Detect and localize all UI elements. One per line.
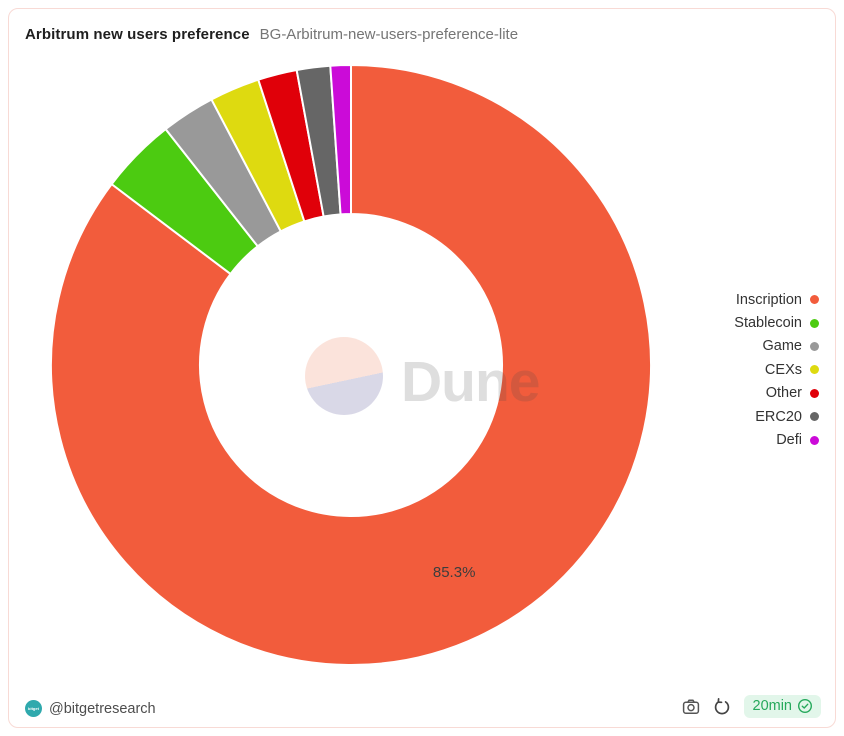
- legend-label: Game: [762, 338, 803, 355]
- dune-embed-card: Arbitrum new users preference BG-Arbitru…: [8, 8, 836, 728]
- chart-header: Arbitrum new users preference BG-Arbitru…: [25, 26, 518, 43]
- legend-color-dot: [810, 435, 819, 445]
- refresh-interval-badge[interactable]: 20min: [743, 695, 821, 718]
- legend-item-erc20[interactable]: ERC20: [734, 405, 819, 428]
- legend-color-dot: [810, 318, 819, 328]
- legend-item-stablecoin[interactable]: Stablecoin: [734, 311, 819, 334]
- footer-actions: 20min: [682, 695, 821, 718]
- legend-color-dot: [810, 412, 819, 422]
- donut-chart[interactable]: 85.3%: [46, 60, 656, 670]
- legend-label: CEXs: [764, 361, 802, 378]
- chart-title[interactable]: Arbitrum new users preference: [25, 26, 250, 43]
- legend-item-game[interactable]: Game: [734, 335, 819, 358]
- legend-item-inscription[interactable]: Inscription: [734, 288, 819, 311]
- legend-item-defi[interactable]: Defi: [734, 428, 819, 451]
- camera-icon: [682, 699, 699, 714]
- verified-check-icon: [797, 698, 813, 714]
- legend-label: Defi: [776, 432, 802, 449]
- legend-color-dot: [810, 388, 819, 398]
- legend-item-other[interactable]: Other: [734, 382, 819, 405]
- legend-label: Stablecoin: [734, 315, 802, 332]
- legend-label: ERC20: [755, 408, 802, 425]
- legend-color-dot: [810, 341, 819, 351]
- refresh-icon: [714, 697, 729, 714]
- legend-label: Inscription: [735, 291, 802, 308]
- chart-legend: Inscription Stablecoin Game CEXs Other ERC20 D…: [734, 288, 819, 452]
- author-handle[interactable]: @bitgetresearch: [49, 700, 156, 717]
- legend-item-cexs[interactable]: CEXs: [734, 358, 819, 381]
- slice-percentage-label: 85.3%: [433, 564, 476, 581]
- query-name[interactable]: BG-Arbitrum-new-users-preference-lite: [259, 26, 519, 43]
- refresh-interval-label: 20min: [752, 698, 793, 714]
- refresh-button[interactable]: [713, 697, 731, 716]
- author-area: bitget @bitgetresearch: [25, 700, 156, 717]
- slice-defi[interactable]: [329, 64, 352, 216]
- slice-inscription[interactable]: [50, 64, 652, 666]
- legend-color-dot: [810, 365, 819, 375]
- screenshot-button[interactable]: [682, 698, 700, 715]
- bitget-avatar[interactable]: bitget: [25, 700, 42, 717]
- legend-label: Other: [765, 385, 802, 402]
- embed-footer: bitget @bitgetresearch 20min: [9, 687, 835, 727]
- legend-color-dot: [810, 295, 819, 305]
- avatar-text: bitget: [28, 706, 39, 711]
